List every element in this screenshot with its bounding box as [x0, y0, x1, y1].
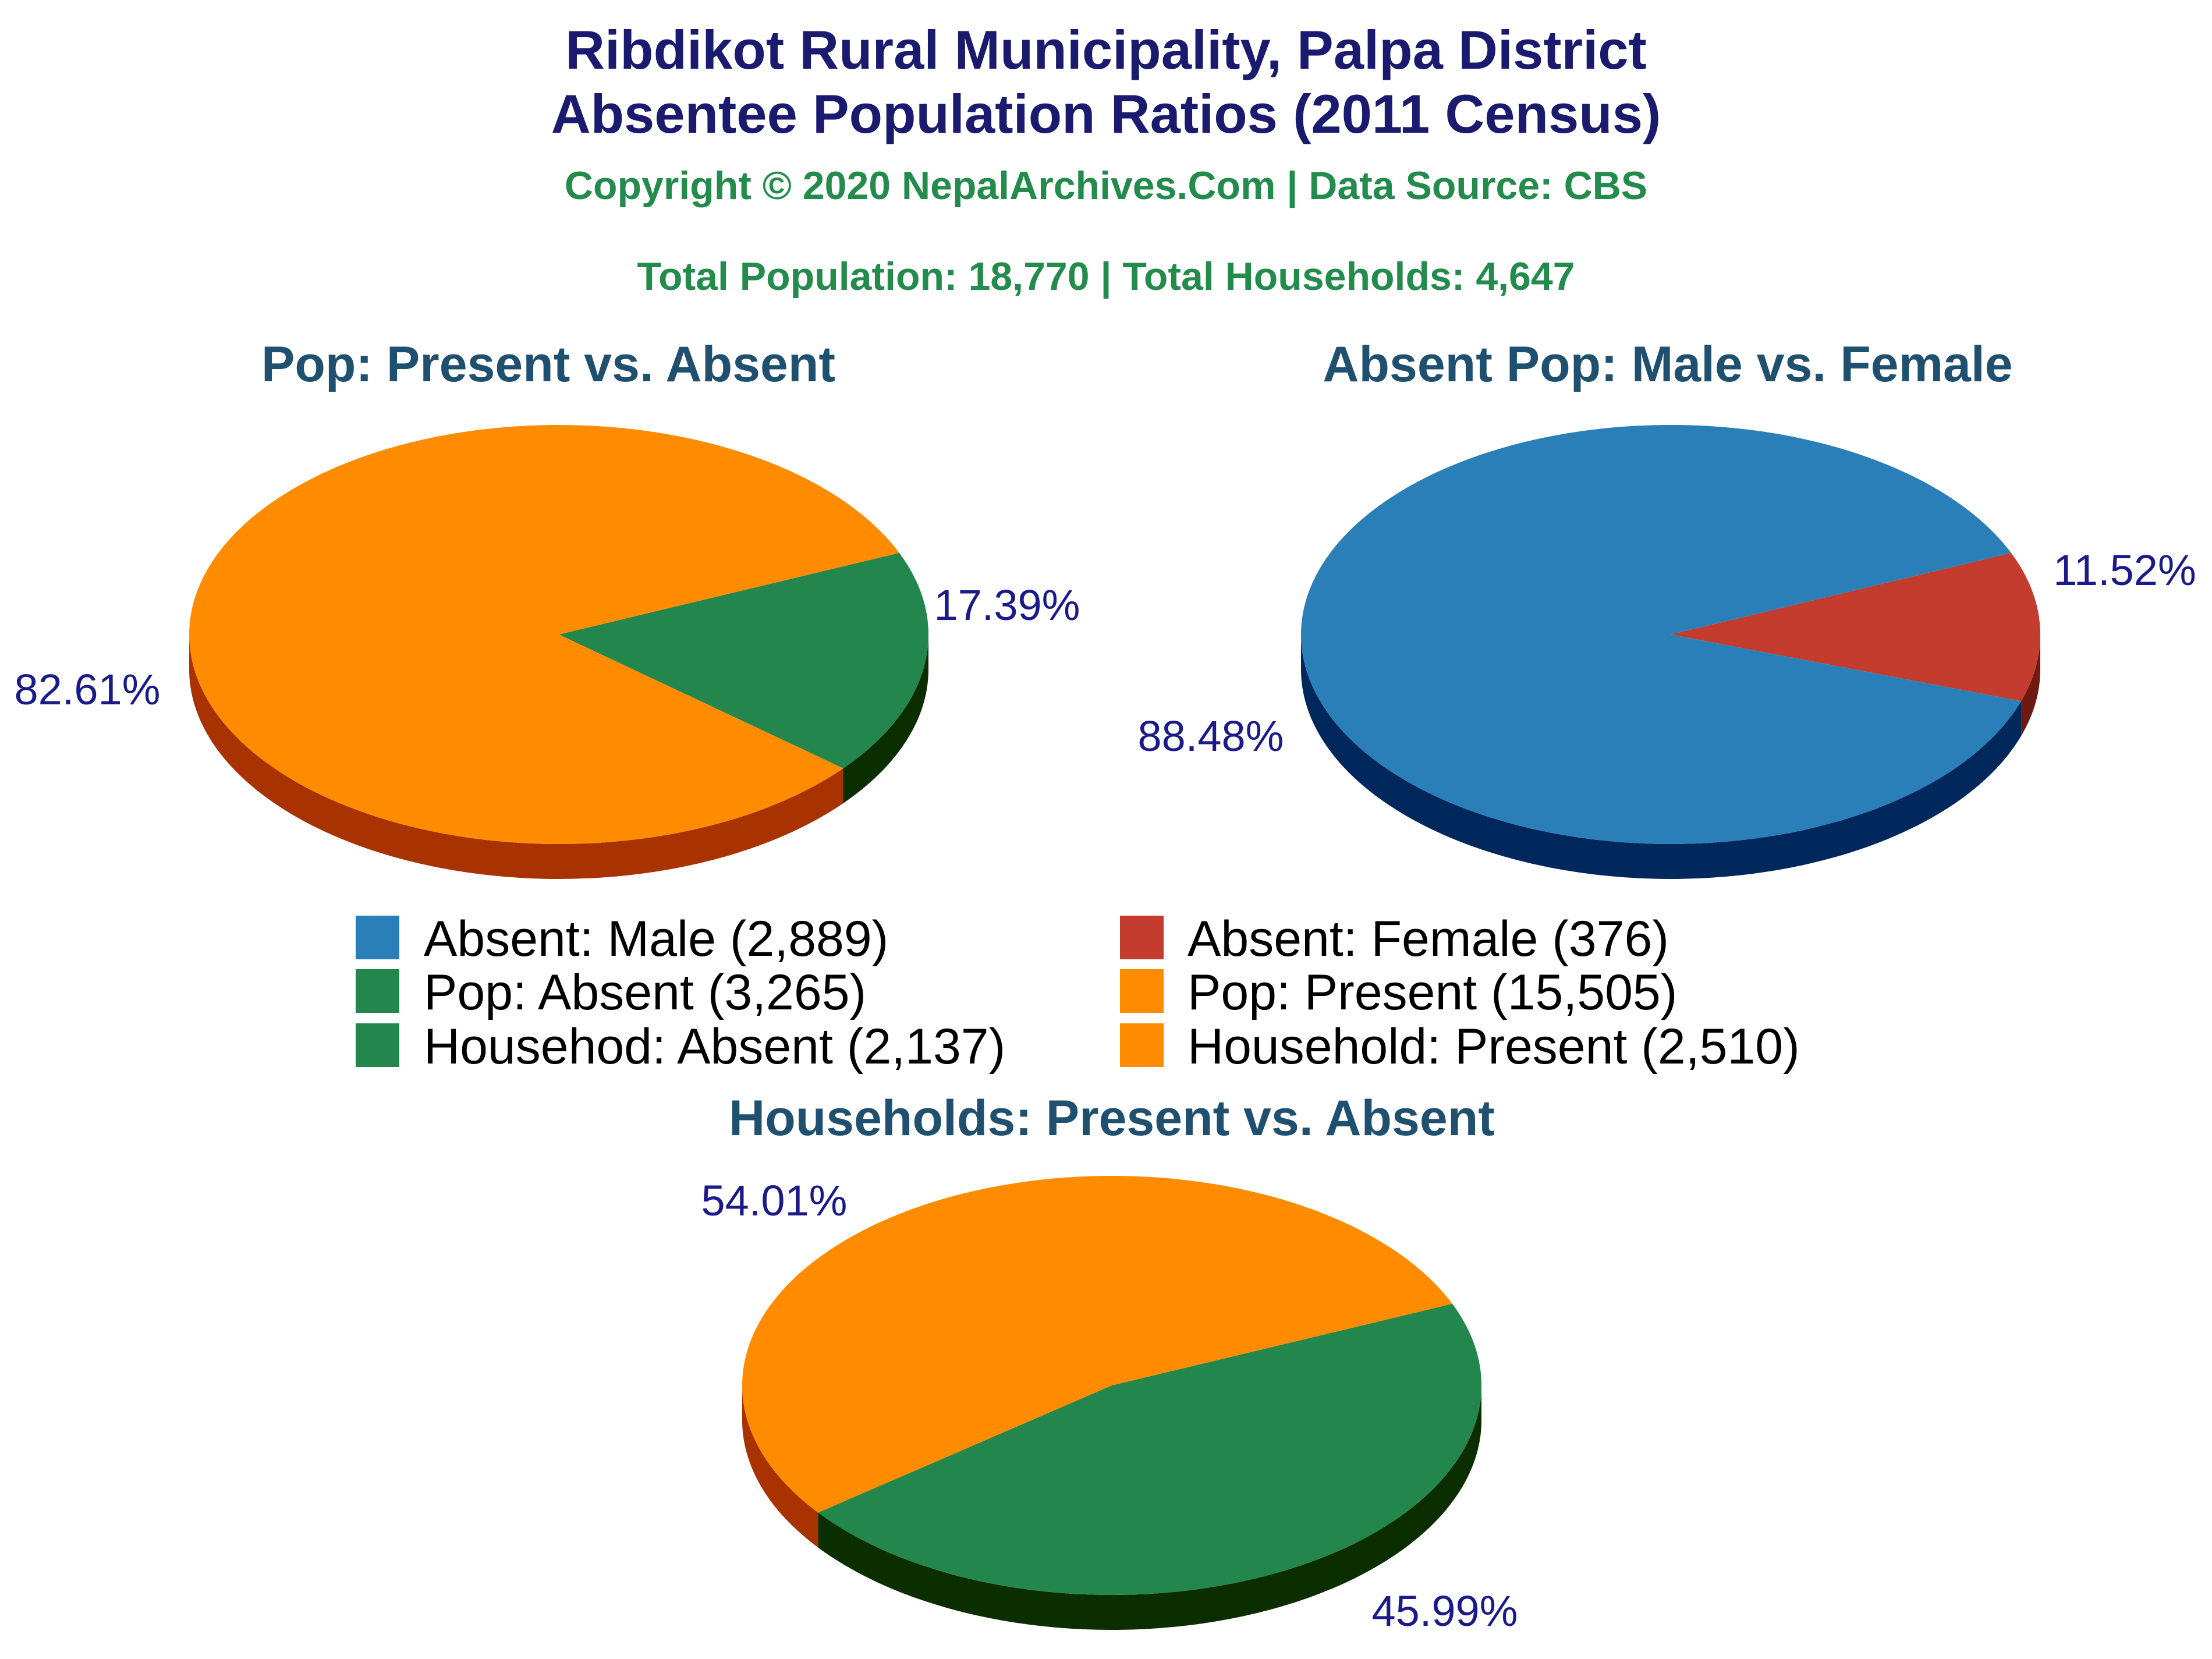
legend-swatch-pop-present [1120, 969, 1164, 1013]
pie-title-absent-gender: Absent Pop: Male vs. Female [1323, 336, 2012, 392]
chart-title-line-1: Ribdikot Rural Municipality, Palpa Distr… [565, 19, 1647, 80]
legend-swatch-household-present [1120, 1023, 1164, 1067]
pie-population-present-vs-absent: Pop: Present vs. Absent 17.39% 82.61% [15, 336, 1080, 879]
pie-side-wall-2-1-0 [742, 1385, 818, 1548]
pie-slice-1-1 [1301, 424, 2022, 844]
pie-slice-0-0 [559, 552, 928, 768]
legend-swatch-absent-female [1120, 916, 1164, 959]
pie-absent-gender-label-male: 88.48% [1138, 712, 1284, 760]
pie-title-population: Pop: Present vs. Absent [261, 336, 835, 392]
pie-side-wall-1-1-0 [1301, 634, 2022, 879]
pie-absent-gender-slices [1301, 424, 2040, 879]
pie-absent-gender-label-female: 11.52% [2053, 546, 2196, 594]
pie-population-slices [189, 425, 928, 879]
pie-slice-1-0 [1671, 552, 2040, 701]
pie-side-wall-2-0-0 [818, 1385, 1481, 1630]
pie-slice-2-0 [818, 1303, 1482, 1596]
pie-title-households: Households: Present vs. Absent [729, 1090, 1495, 1146]
pie-population-label-absent: 17.39% [934, 581, 1080, 629]
legend-label-pop-absent: Pop: Absent (3,265) [424, 965, 866, 1020]
pie-households-slices [742, 1176, 1482, 1630]
pie-absent-male-vs-female: Absent Pop: Male vs. Female 11.52% 88.48… [1138, 336, 2196, 879]
legend-swatch-absent-male [356, 916, 399, 959]
legend-label-household-absent: Househod: Absent (2,137) [424, 1019, 1005, 1075]
legend-label-absent-female: Absent: Female (376) [1187, 911, 1669, 967]
pie-side-wall-1-0-0 [2021, 634, 2040, 736]
legend-label-pop-present: Pop: Present (15,505) [1187, 965, 1677, 1020]
pie-population-label-present: 82.61% [15, 665, 161, 714]
pie-side-wall-0-1-0 [189, 634, 843, 879]
pie-side-wall-0-0-0 [843, 634, 928, 803]
chart-title-line-2: Absentee Population Ratios (2011 Census) [551, 83, 1661, 144]
pie-slice-2-1 [742, 1176, 1452, 1513]
legend-swatch-pop-absent [356, 969, 399, 1013]
legend-label-absent-male: Absent: Male (2,889) [424, 911, 888, 967]
pie-households-label-absent: 45.99% [1372, 1587, 1518, 1635]
pie-households-label-present: 54.01% [701, 1176, 848, 1225]
copyright-text: Copyright © 2020 NepalArchives.Com | Dat… [565, 164, 1647, 208]
pie-slice-0-1 [189, 425, 899, 844]
legend-label-household-present: Household: Present (2,510) [1187, 1019, 1800, 1075]
legend: Absent: Male (2,889) Absent: Female (376… [356, 911, 1800, 1075]
legend-swatch-household-absent [356, 1023, 399, 1067]
pie-households-present-vs-absent: Households: Present vs. Absent 54.01% 45… [701, 1090, 1518, 1635]
totals-text: Total Population: 18,770 | Total Househo… [637, 254, 1575, 299]
